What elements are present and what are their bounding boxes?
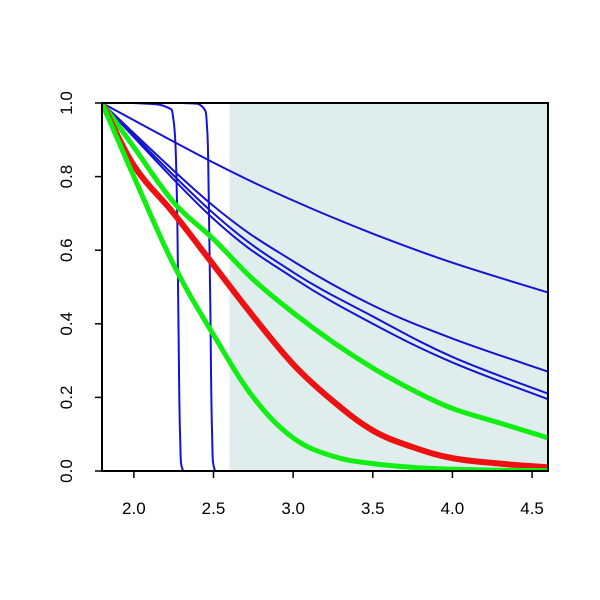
y-tick-label: 0.0 xyxy=(57,459,76,483)
shaded-region xyxy=(229,103,548,471)
x-tick-label: 4.5 xyxy=(520,499,544,518)
x-tick-label: 2.5 xyxy=(202,499,226,518)
axes: 2.0 2.5 3.0 3.5 4.0 4.5 0.0 0.2 0.4 0.6 0.8 1.0 xyxy=(57,91,549,518)
x-tick-label: 2.0 xyxy=(122,499,146,518)
series-line-blue-3 xyxy=(102,103,548,294)
series-line-green-9 xyxy=(102,103,548,471)
x-tick-label: 4.0 xyxy=(441,499,465,518)
series-line-blue-1 xyxy=(102,103,548,471)
series-line-blue-4 xyxy=(102,103,548,373)
series-line-blue-5 xyxy=(102,103,548,395)
y-tick-label: 0.2 xyxy=(57,386,76,410)
plot-frame xyxy=(101,102,549,472)
series-line-blue-6 xyxy=(102,103,548,401)
y-tick-label: 0.8 xyxy=(57,165,76,189)
plot-area xyxy=(102,103,548,471)
x-tick-label: 3.5 xyxy=(361,499,385,518)
series-line-green-7 xyxy=(102,103,548,441)
y-tick-label: 0.4 xyxy=(57,312,76,336)
series-line-red-8 xyxy=(102,103,548,471)
y-tick-label: 0.6 xyxy=(57,238,76,262)
x-tick-label: 3.0 xyxy=(281,499,305,518)
y-tick-label: 1.0 xyxy=(57,91,76,115)
